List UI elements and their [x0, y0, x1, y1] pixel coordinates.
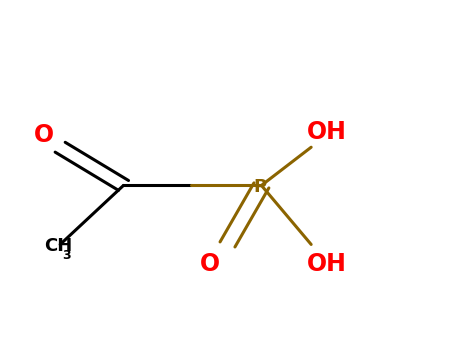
Text: O: O [200, 252, 220, 275]
Text: OH: OH [307, 120, 347, 144]
Text: 3: 3 [62, 249, 71, 262]
Text: OH: OH [307, 252, 347, 275]
Text: CH: CH [44, 237, 73, 255]
Text: O: O [34, 123, 55, 147]
Text: P: P [253, 178, 267, 196]
